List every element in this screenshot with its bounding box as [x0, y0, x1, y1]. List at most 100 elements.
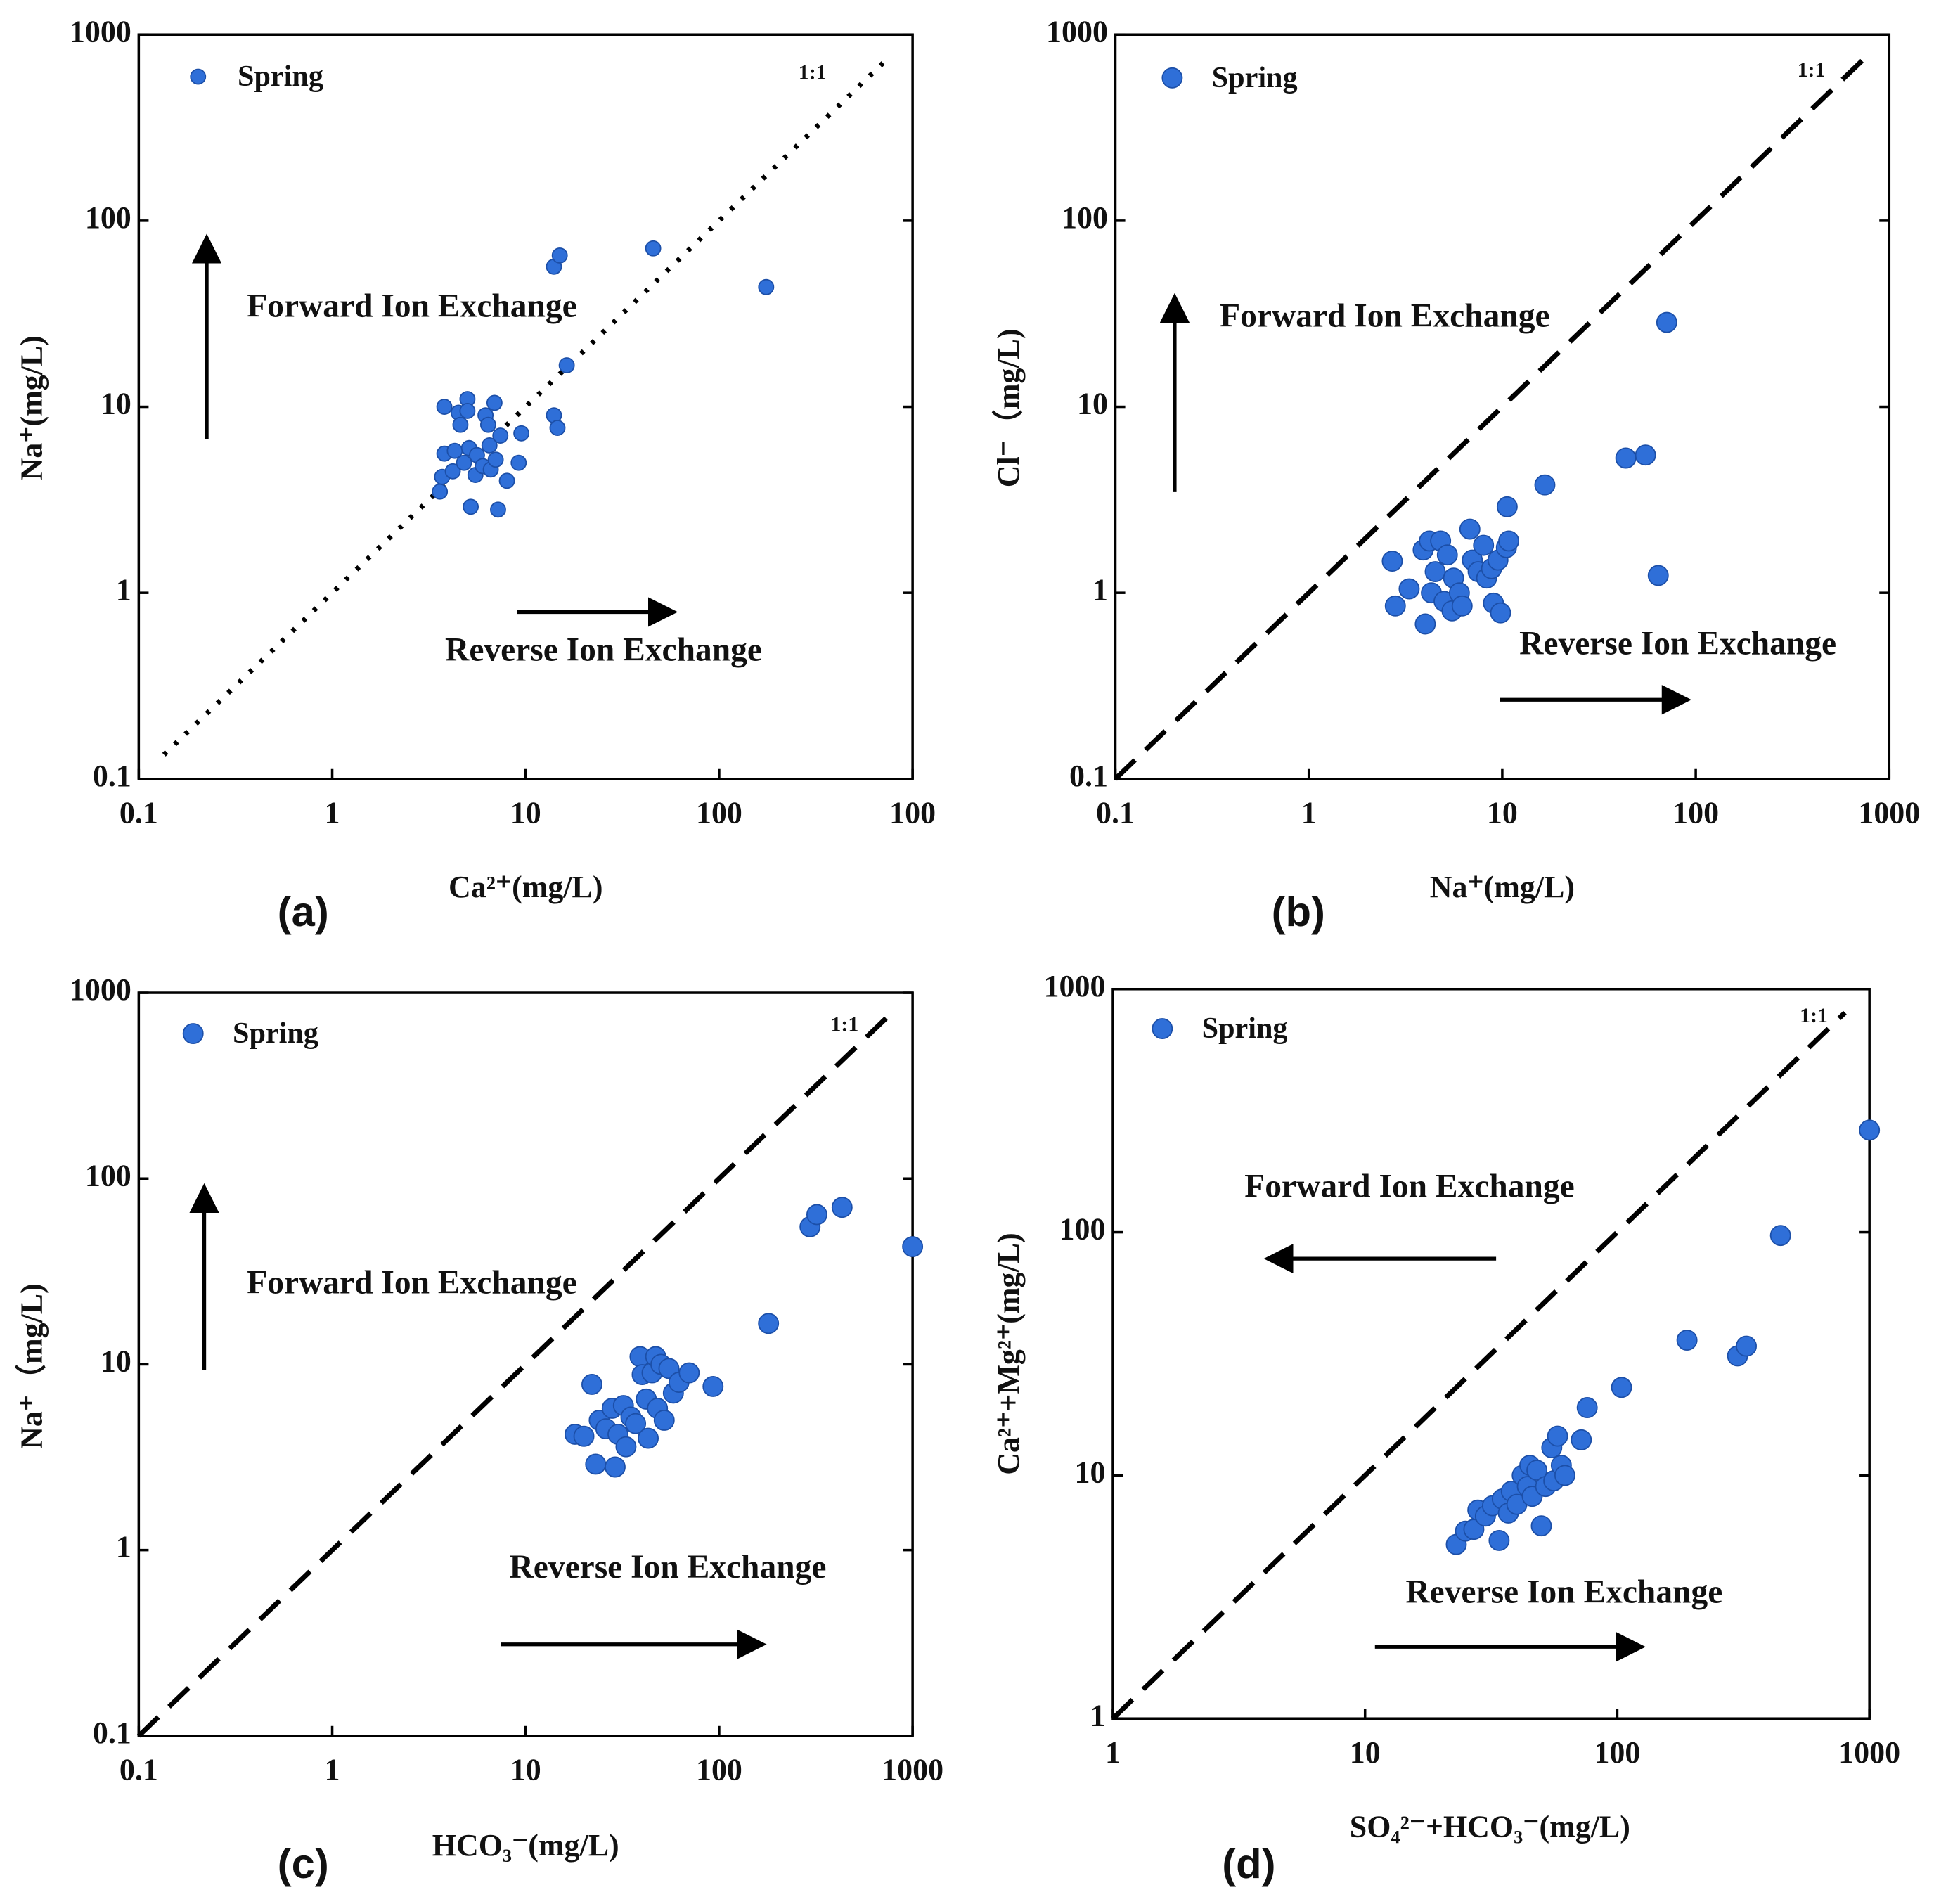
data-point: [436, 399, 453, 415]
annotation: Reverse Ion Exchange: [1405, 1574, 1722, 1610]
data-point: [1451, 595, 1473, 617]
data-point: [492, 427, 509, 444]
x-tick-label: 1000: [1858, 796, 1920, 830]
x-tick-label: 100: [1594, 1735, 1640, 1770]
legend-label: Spring: [1212, 61, 1298, 94]
data-point: [653, 1410, 675, 1431]
x-axis-label: HCO₃⁻(mg/L): [432, 1828, 619, 1863]
data-point: [558, 357, 575, 374]
data-point: [1656, 311, 1677, 333]
data-point: [510, 454, 527, 471]
data-point: [1611, 1377, 1632, 1398]
y-tick-label: 0.1: [93, 1716, 131, 1750]
annotation: Forward Ion Exchange: [1244, 1169, 1574, 1205]
y-axis-label: Na⁺(mg/L): [15, 335, 49, 480]
panel-label: (b): [1272, 888, 1325, 935]
data-point: [444, 463, 461, 480]
y-tick-label: 1000: [70, 972, 131, 1007]
legend-label: Spring: [1202, 1012, 1288, 1045]
reference-label: 1:1: [1800, 1004, 1828, 1027]
data-point: [1554, 1465, 1575, 1486]
x-axis-label: Ca²⁺(mg/L): [449, 870, 603, 904]
data-point: [585, 1453, 607, 1475]
x-tick-label: 100: [1672, 796, 1719, 830]
data-point: [702, 1375, 724, 1397]
y-tick-label: 1000: [1044, 969, 1106, 1003]
data-point: [432, 483, 449, 500]
annotation: Reverse Ion Exchange: [1519, 626, 1836, 662]
data-point: [1676, 1330, 1698, 1351]
annotation: Reverse Ion Exchange: [445, 631, 762, 668]
x-tick-label: 10: [510, 796, 541, 830]
y-tick-label: 1000: [70, 14, 131, 49]
y-tick-label: 0.1: [1069, 759, 1108, 793]
panel-label: (d): [1222, 1840, 1275, 1887]
legend-marker: [190, 68, 207, 85]
data-point: [490, 501, 506, 518]
reference-line: [1111, 1010, 1847, 1720]
x-tick-label: 0.1: [120, 796, 158, 830]
data-point: [513, 425, 530, 442]
data-point: [1571, 1429, 1592, 1450]
data-point: [481, 437, 498, 454]
y-tick-label: 1: [1092, 572, 1108, 607]
data-point: [758, 278, 775, 295]
plot-frame: [1111, 987, 1871, 1720]
x-tick-label: 1: [1301, 796, 1317, 830]
x-axis-label: Na⁺(mg/L): [1430, 870, 1575, 904]
legend-marker: [1152, 1018, 1173, 1039]
reference-label: 1:1: [799, 60, 827, 84]
legend-marker: [1161, 67, 1183, 89]
data-point: [456, 454, 472, 471]
data-point: [1576, 1397, 1598, 1418]
panel-label: (a): [278, 888, 329, 935]
data-point: [549, 420, 566, 436]
data-point: [678, 1362, 700, 1384]
x-tick-label: 10: [1487, 796, 1518, 830]
x-tick-label: 10: [1350, 1735, 1381, 1770]
data-point: [459, 402, 476, 419]
data-point: [479, 416, 496, 433]
data-point: [831, 1197, 853, 1218]
data-point: [1496, 496, 1518, 517]
x-tick-label: 100: [889, 796, 936, 830]
y-tick-label: 0.1: [93, 759, 131, 793]
reference-label: 1:1: [831, 1012, 859, 1036]
x-tick-label: 1: [325, 1753, 340, 1787]
data-point: [1381, 551, 1403, 572]
data-point: [486, 394, 503, 411]
x-tick-label: 100: [696, 1753, 742, 1787]
data-point: [1436, 544, 1458, 566]
data-point: [638, 1427, 659, 1449]
data-point: [1530, 1515, 1552, 1537]
y-tick-label: 10: [1074, 1455, 1105, 1490]
y-tick-label: 10: [101, 1344, 131, 1379]
data-point: [1615, 447, 1637, 469]
data-point: [1647, 565, 1669, 586]
legend-label: Spring: [238, 60, 323, 93]
legend-label: Spring: [233, 1017, 318, 1050]
data-point: [1498, 530, 1520, 552]
x-tick-label: 1: [1105, 1735, 1121, 1770]
y-tick-label: 100: [1059, 1212, 1106, 1247]
y-tick-label: 10: [1077, 387, 1108, 421]
reference-line: [136, 1009, 896, 1738]
data-point: [645, 240, 662, 257]
data-point: [463, 498, 479, 515]
data-point: [1488, 1530, 1510, 1551]
data-point: [615, 1436, 637, 1458]
data-point: [1459, 518, 1481, 540]
data-point: [1473, 534, 1495, 556]
y-tick-label: 1: [1090, 1698, 1105, 1732]
data-point: [1547, 1425, 1568, 1447]
y-tick-label: 1000: [1046, 14, 1108, 49]
y-tick-label: 1: [116, 572, 131, 607]
x-tick-label: 0.1: [120, 1753, 158, 1787]
data-point: [1398, 578, 1420, 600]
data-point: [1859, 1119, 1881, 1141]
y-tick-label: 1: [116, 1530, 131, 1564]
data-point: [1769, 1225, 1791, 1247]
data-point: [1526, 1460, 1548, 1481]
data-point: [487, 451, 504, 468]
